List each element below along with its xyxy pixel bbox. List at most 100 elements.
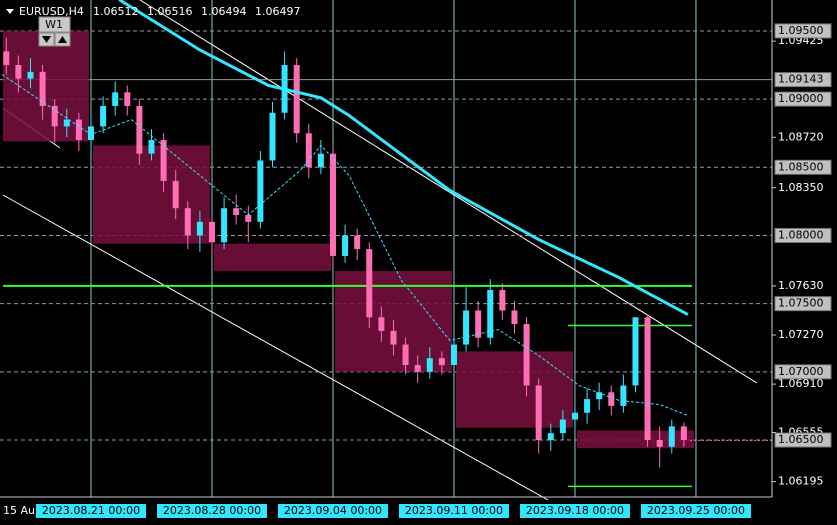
candle-body	[547, 433, 554, 441]
x-tick-box	[519, 504, 630, 518]
candle-body	[450, 344, 457, 366]
candle-body	[366, 249, 373, 318]
level-label: 1.09000	[778, 92, 824, 105]
trend-line	[2, 194, 549, 501]
candle-body	[571, 412, 578, 420]
candle-body	[3, 51, 10, 66]
candle-body	[221, 208, 228, 243]
candle-body	[354, 235, 361, 250]
candle-body	[112, 92, 119, 106]
plot	[0, 0, 772, 501]
candle-body	[668, 426, 675, 447]
level-label-box	[774, 159, 832, 175]
level-label: 1.07500	[778, 297, 824, 310]
x-tick-box	[398, 504, 509, 518]
x-tick-label: 2023.08.21 00:00	[42, 504, 140, 517]
level-label-box	[774, 91, 832, 107]
candle-body	[632, 317, 639, 386]
candle-body	[233, 208, 240, 216]
candle-body	[511, 310, 518, 325]
x-tick-label: 15 Au	[3, 504, 35, 517]
candle-body	[269, 112, 276, 161]
up-arrow	[58, 36, 67, 43]
candle-body	[644, 317, 651, 441]
candle-body	[317, 153, 324, 168]
level-label: 1.08000	[778, 228, 824, 241]
candle-body	[15, 65, 22, 79]
menu-arrow[interactable]	[6, 9, 14, 14]
candle-body	[63, 119, 70, 127]
candle-body	[39, 71, 46, 106]
down-arrow	[42, 36, 51, 43]
moving-average	[2, 74, 689, 416]
candle-body	[257, 160, 264, 222]
x-tick-box	[156, 504, 267, 518]
level-label: 1.09500	[778, 24, 824, 37]
candle-body	[426, 358, 433, 372]
y-tick-label: 1.07630	[778, 279, 824, 292]
symbol: EURUSD,H4	[19, 5, 84, 18]
moving-average	[118, 0, 689, 316]
candle-body	[51, 105, 58, 127]
candle-body	[584, 399, 591, 413]
level-label-box	[774, 364, 832, 380]
candle-body	[160, 140, 167, 181]
candle-body	[378, 317, 385, 331]
x-tick-box	[640, 504, 751, 518]
candle-body	[535, 385, 542, 441]
y-tick-label: 1.06910	[778, 377, 824, 390]
w1-box	[576, 430, 694, 449]
candle-body	[414, 365, 421, 372]
candle-body	[124, 92, 131, 106]
candle-body	[475, 310, 482, 338]
y-tick-label: 1.08350	[778, 181, 824, 194]
level-label-box	[774, 23, 832, 39]
timeframe-button[interactable]	[38, 16, 71, 33]
header-price: 1.06497	[255, 5, 301, 18]
x-tick-box	[277, 504, 388, 518]
candle-body	[136, 105, 143, 154]
level-label: 1.08500	[778, 160, 824, 173]
candle-body	[608, 392, 615, 406]
x-tick-label: 2023.09.25 00:00	[647, 504, 745, 517]
level-label-box	[774, 227, 832, 243]
candle-body	[523, 324, 530, 386]
candle-body	[487, 290, 494, 338]
candle-body	[620, 385, 627, 406]
candle-body	[245, 215, 252, 222]
level-label-box	[774, 72, 832, 88]
candle-body	[148, 140, 155, 154]
candle-body	[463, 310, 470, 345]
w1-box	[214, 243, 331, 271]
candle-body	[293, 65, 300, 134]
candle-body	[27, 71, 34, 79]
level-label-box	[774, 296, 832, 312]
w1-box	[455, 351, 573, 428]
candle-body	[208, 221, 215, 243]
level-label: 1.09143	[778, 73, 824, 86]
candle-body	[87, 126, 94, 141]
candle-body	[596, 392, 603, 400]
x-tick-label: 2023.09.18 00:00	[526, 504, 624, 517]
x-tick-box	[35, 504, 146, 518]
level-label: 1.07000	[778, 365, 824, 378]
y-tick-label: 1.08720	[778, 130, 824, 143]
candle-body	[680, 426, 687, 441]
timeframe-label: W1	[45, 18, 63, 31]
candle-body	[196, 221, 203, 236]
level-label: 1.06500	[778, 433, 824, 446]
trend-line	[139, 0, 758, 384]
header-price: 1.06512	[93, 5, 139, 18]
candle-body	[100, 105, 107, 127]
candle-body	[656, 440, 663, 447]
x-tick-label: 2023.09.04 00:00	[284, 504, 382, 517]
candle-body	[402, 344, 409, 366]
x-tick-label: 2023.09.11 00:00	[405, 504, 503, 517]
candle-body	[438, 358, 445, 366]
header-price: 1.06494	[201, 5, 247, 18]
candle-body	[184, 208, 191, 236]
candle-body	[342, 235, 349, 256]
header-price: 1.06516	[147, 5, 193, 18]
